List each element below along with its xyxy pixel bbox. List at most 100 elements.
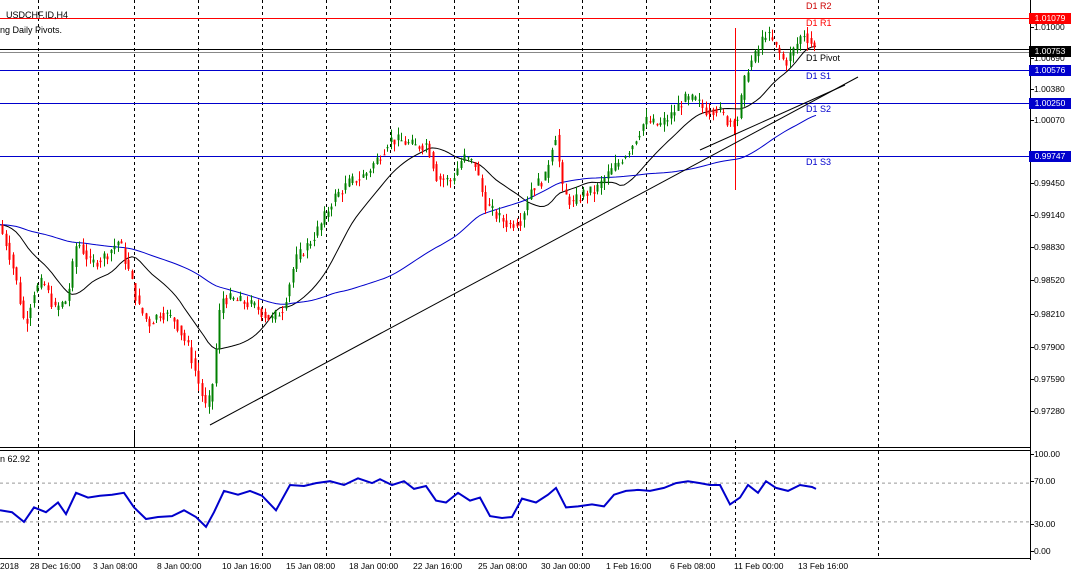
candle-body	[351, 176, 354, 184]
candle-body	[757, 48, 760, 57]
candle-body	[768, 32, 771, 34]
candle-body	[327, 211, 330, 218]
current-price-tag: 1.00753	[1029, 46, 1071, 57]
candle-body	[677, 103, 680, 111]
candle-body	[5, 233, 8, 247]
candlesticks	[1, 26, 816, 414]
candle-body	[652, 118, 655, 123]
candle-body	[785, 59, 788, 66]
time-axis-label: 8 Jan 00:00	[157, 561, 202, 571]
candle-body	[526, 202, 529, 211]
candle-body	[180, 325, 183, 336]
candle-body	[467, 157, 470, 159]
pivot-label-pivot: D1 Pivot	[806, 53, 841, 63]
candle-body	[236, 300, 239, 302]
candle-body	[404, 141, 407, 145]
candle-body	[743, 75, 746, 100]
candle-body	[162, 313, 165, 320]
time-axis-label: 2018	[0, 561, 19, 571]
price-axis-label: 0.97280	[1034, 406, 1065, 416]
time-axis-label: 25 Jan 08:00	[478, 561, 528, 571]
candle-body	[509, 222, 512, 224]
candle-body	[68, 288, 71, 301]
candle-body	[572, 200, 575, 202]
candle-body	[607, 171, 610, 179]
candle-body	[26, 318, 29, 324]
candle-body	[488, 204, 491, 206]
candle-body	[78, 245, 81, 247]
candle-body	[131, 270, 134, 280]
candle-body	[169, 314, 172, 316]
candle-body	[173, 317, 176, 322]
candle-body	[194, 358, 197, 371]
candle-body	[617, 162, 620, 167]
candle-body	[544, 171, 547, 181]
pivot-label-r1: D1 R1	[806, 18, 832, 28]
candle-body	[645, 116, 648, 125]
candle-body	[670, 112, 673, 119]
candle-body	[92, 259, 95, 263]
price-axis-label: 1.00380	[1034, 84, 1065, 94]
candle-body	[278, 315, 281, 317]
candle-body	[810, 38, 813, 44]
candle-body	[36, 285, 39, 292]
candle-body	[334, 193, 337, 202]
candle-body	[565, 189, 568, 195]
candle-body	[159, 316, 162, 318]
candle-body	[568, 196, 571, 205]
candle-body	[348, 178, 351, 187]
candle-body	[414, 144, 417, 146]
candle-body	[782, 53, 785, 60]
candle-body	[558, 134, 561, 162]
candle-body	[628, 153, 631, 155]
candle-body	[344, 183, 347, 190]
time-axis-label: 28 Dec 16:00	[30, 561, 81, 571]
candle-body	[400, 140, 403, 142]
candle-body	[33, 295, 36, 304]
time-axis-label: 10 Jan 16:00	[222, 561, 272, 571]
candle-body	[299, 249, 302, 260]
candle-body	[792, 47, 795, 56]
candle-body	[124, 248, 127, 264]
candle-body	[103, 253, 106, 259]
candle-body	[257, 306, 260, 310]
candle-body	[264, 311, 267, 319]
candle-body	[393, 139, 396, 145]
candle-body	[232, 297, 235, 300]
time-axis-label: 15 Jan 08:00	[286, 561, 336, 571]
time-axis-label: 18 Jan 00:00	[349, 561, 399, 571]
candle-body	[446, 177, 449, 180]
candle-body	[187, 340, 190, 343]
candle-body	[680, 106, 683, 108]
oscillator-line	[0, 477, 817, 529]
oscillator-pane	[0, 477, 1030, 529]
candle-body	[502, 218, 505, 222]
candle-body	[428, 143, 431, 158]
trendlines[interactable]	[209, 76, 859, 426]
candle-body	[516, 222, 519, 227]
candle-body	[253, 302, 256, 306]
candle-body	[323, 211, 326, 225]
axis-ticks	[1030, 27, 1034, 552]
price-tag-s1: 1.00576	[1029, 65, 1071, 76]
vertical-gridlines	[38, 0, 879, 558]
candle-body	[418, 146, 421, 149]
candle-body	[813, 42, 816, 48]
candle-body	[491, 205, 494, 209]
candle-body	[1, 224, 4, 234]
candle-body	[729, 120, 732, 122]
candle-body	[733, 120, 736, 127]
candle-body	[306, 243, 309, 251]
candle-body	[712, 109, 715, 116]
candle-body	[89, 256, 92, 258]
candle-body	[554, 140, 557, 146]
price-axis-label: 0.99450	[1034, 178, 1065, 188]
candle-body	[117, 241, 120, 246]
candle-body	[225, 297, 228, 305]
candle-body	[764, 37, 767, 41]
candle-body	[621, 162, 624, 164]
pivot-label-s1: D1 S1	[806, 71, 832, 81]
candle-body	[341, 193, 344, 195]
candle-body	[470, 158, 473, 161]
